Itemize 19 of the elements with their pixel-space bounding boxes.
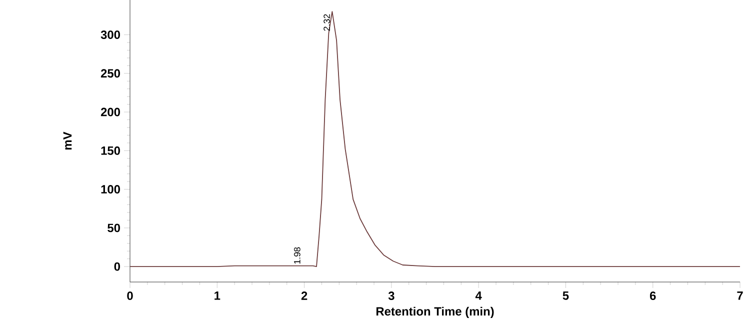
x-tick-label: 1 [214,292,220,300]
x-tick-label: 4 [475,292,482,300]
y-tick-label: 0 [114,262,120,271]
y-tick-label: 200 [100,108,120,116]
x-tick-label: 3 [388,292,394,300]
x-tick-label: 2 [301,292,308,300]
y-tick-label: 150 [101,146,120,155]
annotation: 1.98 [294,247,300,264]
x-axis-title: Retention Time (min) [376,306,494,318]
y-axis-title: mV [63,132,72,150]
x-tick-label: 6 [650,292,656,300]
y-tick-label: 100 [101,185,120,194]
y-tick-label: 250 [100,69,120,78]
annotation: 2.32 [324,14,330,31]
y-tick-label: 300 [100,30,120,40]
x-tick-label: 0 [127,292,133,300]
x-tick-label: 7 [737,292,743,300]
x-tick-label: 5 [562,292,569,300]
y-tick-label: 50 [108,224,120,232]
